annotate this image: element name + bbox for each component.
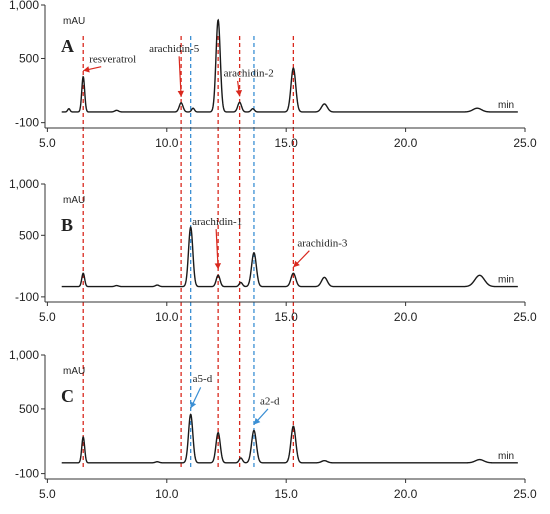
peak-label: a2-d <box>260 396 280 408</box>
panel-letter: A <box>61 36 74 56</box>
y-tick-label: 500 <box>19 228 39 242</box>
x-tick-label: 20.0 <box>394 310 418 324</box>
x-tick-label: 25.0 <box>513 487 537 501</box>
peak-arrow-head <box>214 263 222 270</box>
x-tick-label: 5.0 <box>39 136 56 150</box>
peak-arrow-head <box>253 417 261 425</box>
peak-label: arachidin-1 <box>192 216 242 228</box>
x-tick-label: 5.0 <box>39 487 56 501</box>
x-axis-unit-label: min <box>498 451 514 462</box>
peak-arrow-head <box>83 66 90 73</box>
x-tick-label: 10.0 <box>155 487 179 501</box>
y-tick-label: 500 <box>19 51 39 65</box>
reference-lines <box>82 36 295 468</box>
peak-arrow-head <box>177 90 185 97</box>
y-axis-unit-label: mAU <box>63 366 85 377</box>
y-tick-label: -100 <box>15 467 39 481</box>
x-tick-label: 25.0 <box>513 136 537 150</box>
x-tick-label: 15.0 <box>275 310 299 324</box>
y-tick-label: 1,000 <box>9 177 39 191</box>
x-tick-label: 20.0 <box>394 136 418 150</box>
peak-label: a5-d <box>193 373 213 385</box>
y-axis-unit-label: mAU <box>63 195 85 206</box>
x-tick-label: 15.0 <box>275 487 299 501</box>
x-axis-unit-label: min <box>498 275 514 286</box>
y-tick-label: -100 <box>15 116 39 130</box>
peak-label: arachidin-3 <box>297 238 348 250</box>
y-axis-unit-label: mAU <box>63 16 85 27</box>
peak-label: resveratrol <box>89 54 136 66</box>
x-tick-label: 5.0 <box>39 310 56 324</box>
chromatogram-trace <box>61 18 518 113</box>
y-tick-label: 1,000 <box>9 0 39 12</box>
y-tick-label: -100 <box>15 290 39 304</box>
y-tick-label: 500 <box>19 402 39 416</box>
x-axis-unit-label: min <box>498 100 514 111</box>
x-tick-label: 10.0 <box>155 136 179 150</box>
peak-label: arachidin-5 <box>149 43 200 55</box>
x-tick-label: 15.0 <box>275 136 299 150</box>
chromatogram-trace <box>61 413 518 464</box>
x-tick-label: 20.0 <box>394 487 418 501</box>
panel-letter: B <box>61 215 73 235</box>
x-tick-label: 10.0 <box>155 310 179 324</box>
peak-arrow-head <box>190 401 197 409</box>
peak-label: arachidin-2 <box>224 68 274 80</box>
y-tick-label: 1,000 <box>9 348 39 362</box>
peak-arrow-shaft <box>178 56 182 97</box>
peak-arrow-shaft <box>215 229 219 270</box>
x-tick-label: 25.0 <box>513 310 537 324</box>
panel-letter: C <box>61 386 74 406</box>
peak-arrow-head <box>235 89 243 97</box>
peak-arrow-head <box>293 260 300 268</box>
chromatogram-trace <box>61 226 518 288</box>
